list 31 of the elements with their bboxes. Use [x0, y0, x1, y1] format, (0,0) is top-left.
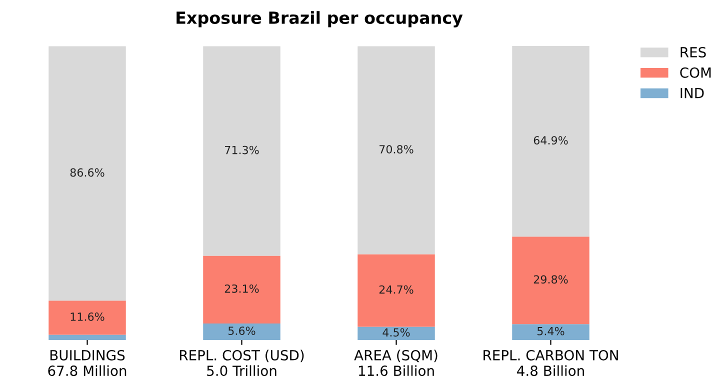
- legend-label: IND: [680, 88, 704, 98]
- bar: [358, 254, 435, 327]
- bar: [48, 46, 126, 301]
- data-label: 11.6%: [70, 312, 104, 321]
- data-label: 71.3%: [225, 146, 259, 154]
- data-label: 4.5%: [382, 328, 410, 337]
- bar: [48, 334, 126, 340]
- data-label: 24.7%: [379, 285, 414, 294]
- bar: [512, 46, 590, 237]
- bar: [512, 236, 590, 324]
- bar: [48, 300, 126, 335]
- bar: [358, 46, 435, 254]
- bar: [512, 324, 590, 340]
- x-tick-label: BUILDINGS 67.8 Million: [48, 350, 126, 376]
- legend-label: RES: [680, 46, 706, 58]
- bar: [203, 324, 280, 340]
- data-label: 5.4%: [537, 326, 564, 336]
- bar: [203, 46, 280, 256]
- legend-label: COM: [680, 67, 711, 78]
- x-tick-label: REPL. COST (USD) 5.0 Trillion: [180, 350, 304, 376]
- data-label: 86.6%: [70, 168, 104, 177]
- data-label: 23.1%: [224, 284, 259, 293]
- bar: [203, 256, 280, 324]
- chart-title: Exposure Brazil per occupancy: [176, 11, 463, 28]
- data-label: 5.6%: [228, 326, 256, 335]
- bar: [358, 326, 435, 340]
- data-label: 70.8%: [380, 145, 414, 154]
- x-tick-label: AREA (SQM) 11.6 Billion: [354, 350, 438, 376]
- x-tick-label: REPL. CARBON TON 4.8 Billion: [484, 350, 618, 376]
- data-label: 29.8%: [534, 275, 568, 284]
- data-label: 64.9%: [534, 136, 568, 145]
